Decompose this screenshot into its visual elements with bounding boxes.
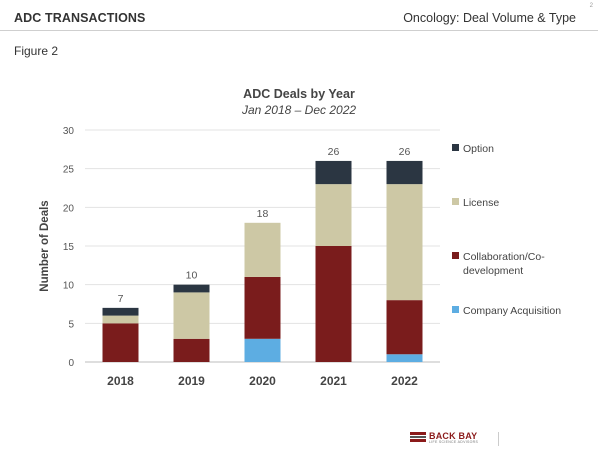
bar-segment	[102, 315, 139, 324]
y-tick-label: 20	[63, 203, 75, 214]
back-bay-logo: BACK BAY LIFE SCIENCE ADVISORS	[410, 431, 500, 445]
bar-segment	[244, 222, 281, 277]
bar-segment	[386, 354, 423, 362]
x-tick-label: 2021	[320, 374, 347, 388]
bar-total-label: 7	[118, 293, 124, 305]
bar-total-label: 26	[399, 146, 411, 158]
y-tick-label: 0	[68, 358, 74, 369]
bar-total-label: 18	[257, 208, 269, 220]
legend-swatch	[452, 306, 459, 313]
x-tick-label: 2019	[178, 374, 205, 388]
x-tick-label: 2020	[249, 374, 276, 388]
bar-segment	[315, 246, 352, 362]
legend-label: development	[463, 265, 523, 277]
legend-swatch	[452, 252, 459, 259]
bar-segment	[315, 160, 352, 185]
figure-label: Figure 2	[14, 44, 59, 58]
page-number: 2	[589, 3, 593, 9]
section-title: ADC TRANSACTIONS	[14, 11, 146, 25]
legend-label: Company Acquisition	[463, 305, 561, 317]
logo-divider	[498, 432, 499, 446]
bar-segment	[102, 307, 139, 316]
y-tick-label: 30	[63, 126, 75, 137]
chart-subtitle: Jan 2018 – Dec 2022	[241, 103, 357, 117]
y-tick-label: 15	[63, 242, 75, 253]
y-tick-label: 5	[68, 319, 74, 330]
legend-label: License	[463, 197, 499, 209]
legend-swatch	[452, 144, 459, 151]
bar-segment	[244, 276, 281, 339]
logo-subtext: LIFE SCIENCE ADVISORS	[429, 440, 479, 444]
x-tick-label: 2018	[107, 374, 134, 388]
bar-segment	[173, 338, 210, 362]
bar-segment	[102, 323, 139, 362]
x-tick-label: 2022	[391, 374, 418, 388]
bar-segment	[244, 338, 281, 362]
bar-segment	[386, 160, 423, 185]
legend-label: Option	[463, 143, 494, 155]
bar-segment	[315, 184, 352, 246]
y-tick-label: 10	[63, 281, 75, 292]
y-tick-label: 25	[63, 165, 75, 176]
bar-segment	[386, 184, 423, 301]
chart-title: ADC Deals by Year	[243, 87, 355, 101]
legend-swatch	[452, 198, 459, 205]
page-topic-title: Oncology: Deal Volume & Type	[403, 11, 576, 25]
bar-total-label: 26	[328, 146, 340, 158]
legend-label: Collaboration/Co-	[463, 251, 545, 263]
header-bar: ADC TRANSACTIONS Oncology: Deal Volume &…	[0, 0, 598, 31]
bar-segment	[386, 300, 423, 355]
bar-total-label: 10	[186, 270, 198, 282]
bar-segment	[173, 292, 210, 339]
y-axis-label: Number of Deals	[39, 200, 51, 291]
bar-segment	[173, 284, 210, 293]
logo-text: BACK BAY	[429, 431, 478, 441]
logo-mark-icon	[410, 432, 426, 442]
